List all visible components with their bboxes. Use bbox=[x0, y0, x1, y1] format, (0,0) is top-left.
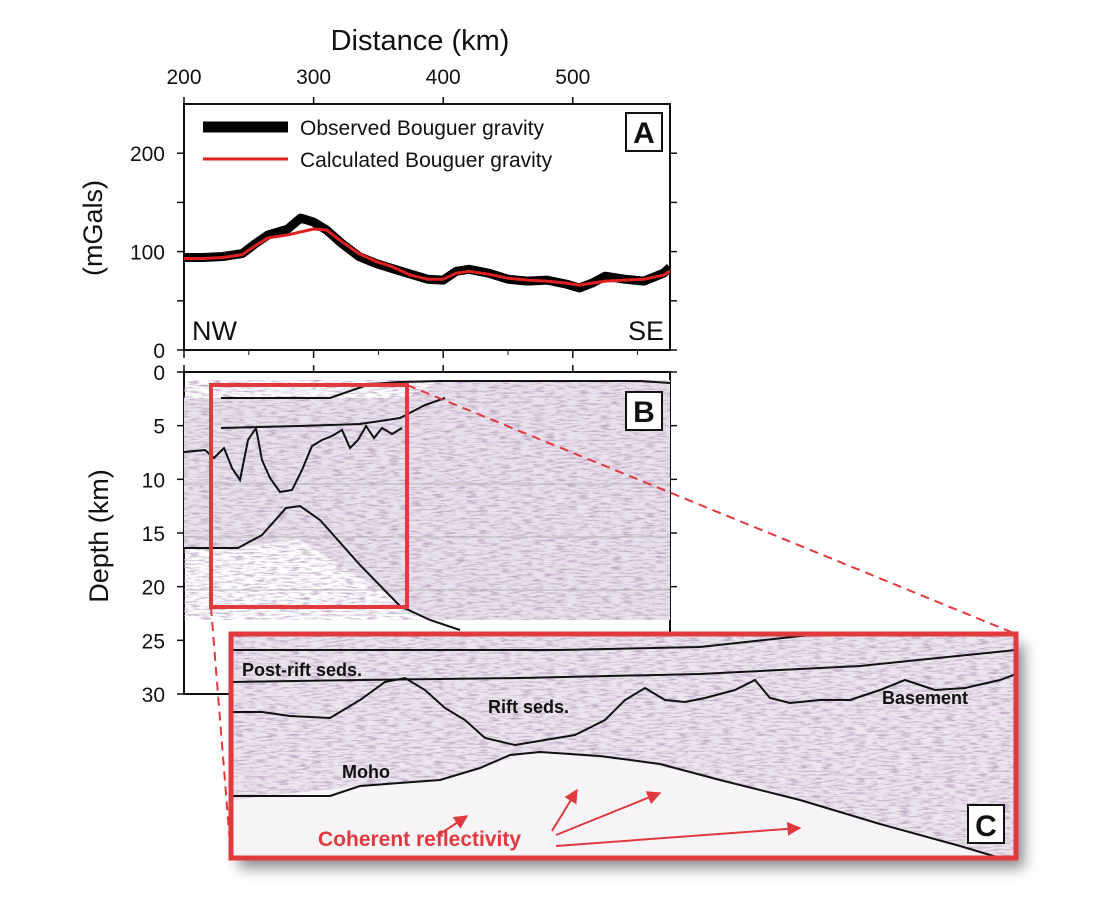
reflectivity-arrow bbox=[439, 815, 469, 835]
moho-line-b bbox=[184, 504, 461, 631]
y-tick-label: 100 bbox=[130, 242, 165, 265]
basement-line-c bbox=[231, 673, 1016, 747]
seismic-noise-b bbox=[184, 380, 670, 620]
panel-c: Post-rift seds. Rift seds. Basement Moho… bbox=[228, 631, 1019, 861]
label-coherent-reflectivity: Coherent reflectivity bbox=[318, 828, 521, 851]
zoom-box bbox=[209, 383, 409, 609]
depth-tick-label: 25 bbox=[142, 630, 165, 653]
seafloor-line bbox=[221, 380, 670, 399]
panel-a-ylabel: (mGals) bbox=[78, 180, 108, 276]
top-rift-line bbox=[220, 397, 446, 429]
legend-calculated-label: Calculated Bouguer gravity bbox=[300, 149, 553, 172]
depth-tick-label: 15 bbox=[142, 523, 165, 546]
seafloor-line-c bbox=[231, 634, 821, 651]
reflectivity-arrow bbox=[555, 791, 662, 836]
reflectivity-arrow bbox=[555, 821, 802, 847]
panel-b-y-tick-labels: 0 5 10 15 20 25 30 bbox=[142, 362, 165, 707]
panel-a-label: A bbox=[633, 117, 655, 150]
depth-tick-label: 30 bbox=[142, 684, 165, 707]
x-axis-title: Distance (km) bbox=[331, 25, 510, 57]
zoom-connector-top bbox=[406, 384, 1017, 635]
x-tick-label: 500 bbox=[555, 66, 590, 89]
panel-c-lower-blank bbox=[231, 752, 1000, 858]
panel-b-ylabel: Depth (km) bbox=[84, 469, 114, 603]
panel-b-label: B bbox=[633, 396, 655, 429]
panel-c-frame bbox=[228, 631, 1019, 861]
top-rift-line-c bbox=[231, 649, 1016, 683]
corner-label-nw: NW bbox=[192, 316, 237, 346]
calculated-gravity-line bbox=[184, 227, 670, 287]
label-rift-seds: Rift seds. bbox=[488, 697, 569, 717]
panel-c-label: C bbox=[975, 810, 997, 843]
depth-tick-label: 5 bbox=[153, 416, 165, 439]
label-post-rift-seds: Post-rift seds. bbox=[242, 660, 362, 680]
x-tick-label: 400 bbox=[426, 66, 461, 89]
depth-tick-label: 10 bbox=[142, 469, 165, 492]
label-moho: Moho bbox=[342, 762, 390, 782]
basement-line bbox=[184, 424, 403, 494]
moho-line-c bbox=[231, 750, 1001, 858]
legend-observed-label: Observed Bouguer gravity bbox=[300, 117, 544, 140]
panel-c-label-box bbox=[967, 804, 1005, 844]
panel-a-label-box bbox=[625, 112, 663, 152]
panel-a-ticks bbox=[177, 97, 677, 358]
label-basement: Basement bbox=[882, 688, 968, 708]
reflectivity-arrow bbox=[551, 788, 578, 832]
y-tick-label: 0 bbox=[153, 340, 165, 363]
panel-a-frame bbox=[183, 103, 671, 351]
x-tick-label: 200 bbox=[166, 66, 201, 89]
seismic-section-b bbox=[184, 380, 670, 631]
panel-b-label-box bbox=[625, 391, 663, 431]
depth-tick-label: 0 bbox=[153, 362, 165, 385]
x-tick-labels: 200 300 400 500 bbox=[166, 66, 590, 89]
panel-a-y-tick-labels: 0 100 200 bbox=[130, 143, 165, 363]
legend: Observed Bouguer gravity Calculated Boug… bbox=[203, 117, 553, 172]
zoom-connector-bottom bbox=[210, 606, 232, 857]
corner-label-se: SE bbox=[628, 316, 664, 346]
x-tick-label: 300 bbox=[296, 66, 331, 89]
y-tick-label: 200 bbox=[130, 143, 165, 166]
depth-tick-label: 20 bbox=[142, 577, 165, 600]
